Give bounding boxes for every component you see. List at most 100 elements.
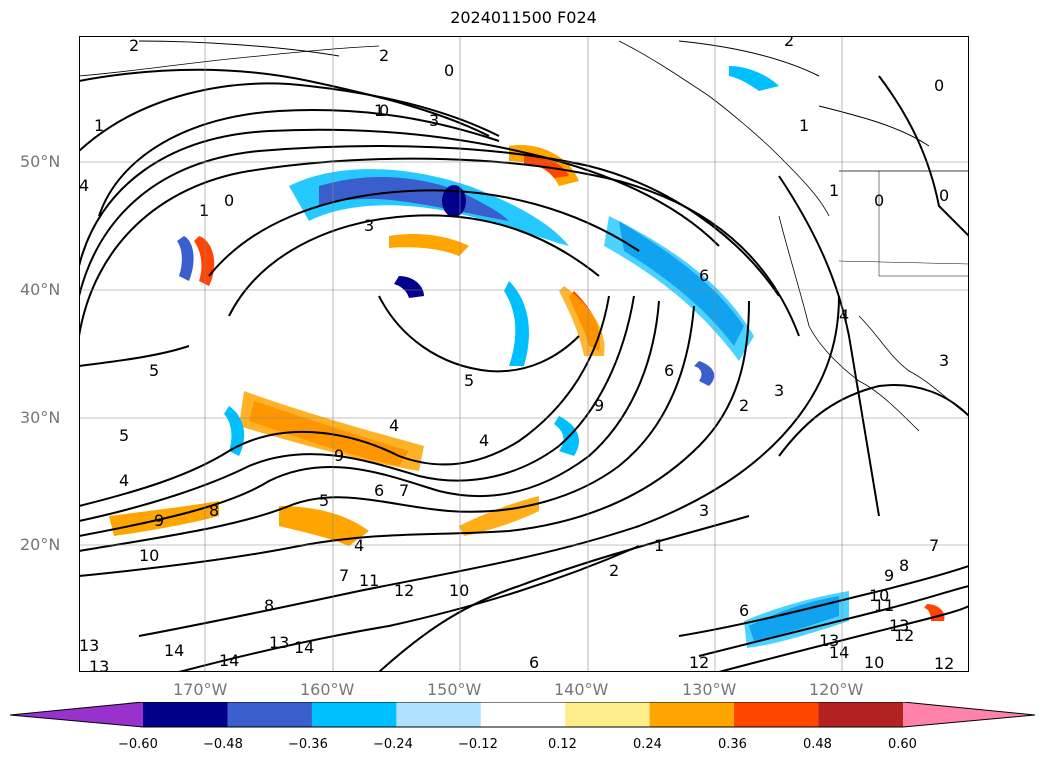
contour-label: 12 [394,581,414,600]
contour-label: 7 [399,481,409,500]
contour-label: 0 [874,191,884,210]
colorbar-segment [480,702,566,727]
contour-label: 1 [654,536,664,555]
contour-label: 5 [319,491,329,510]
contour-label: 4 [79,176,89,195]
contour-label: 4 [354,536,364,555]
contour-label: 9 [884,566,894,585]
contour-label: 12 [934,654,954,672]
lon-label: 150°W [427,680,482,699]
contour-label: 2 [379,46,389,65]
contour-label: 4 [119,471,129,490]
colorbar-tick-label: −0.48 [203,737,243,752]
lat-label: 40°N [20,280,61,299]
contour-label: 5 [119,426,129,445]
lat-label: 20°N [20,535,61,554]
colorbar-tick-label: −0.36 [288,737,328,752]
contour-label: 7 [929,536,939,555]
thin-contours [138,40,930,147]
contour-label: 4 [479,431,489,450]
contour-label: 4 [839,306,849,325]
colorbar-tick-label: −0.12 [458,737,498,752]
contour-label: 6 [374,481,384,500]
colorbar-tick-label: 0.24 [633,737,662,752]
contour-lines [79,68,969,672]
contour-label: 13 [889,616,909,635]
lon-label: 170°W [173,680,228,699]
lon-label: 130°W [682,680,737,699]
colorbar-segment [311,702,397,727]
contour-label: 6 [739,601,749,620]
lon-label: 140°W [554,680,609,699]
contour-label: 2 [739,396,749,415]
contour-label: 0 [224,191,234,210]
contour-label: 8 [899,556,909,575]
contour-label: 13 [89,657,109,672]
contour-label: 10 [449,581,469,600]
contour-label: 12 [894,626,914,645]
contour-label: 3 [429,111,439,130]
contour-label: 11 [874,596,894,615]
contour-label: 0 [939,186,949,205]
colorbar-tick-label: 0.36 [718,737,747,752]
contour-label: 6 [664,361,674,380]
contour-label: 3 [364,216,374,235]
contour-label: 9 [334,446,344,465]
contour-label: 13 [819,631,839,650]
lat-label: 50°N [20,152,61,171]
contour-label: 2 [784,36,794,50]
contour-label: 1 [374,101,384,120]
colorbar-extend-low [10,702,143,727]
contour-label: 14 [829,643,849,662]
contour-label: 14 [219,651,239,670]
contour-label: 2 [129,36,139,55]
contour-label: 1 [94,116,104,135]
contour-label: 10 [139,546,159,565]
colorbar-tick-label: −0.60 [118,737,158,752]
colorbar-segment [818,702,904,727]
contour-label: 0 [379,101,389,120]
contour-label: 0 [444,61,454,80]
contour-label: 3 [699,501,709,520]
contour-label: 1 [829,181,839,200]
map-canvas: 2 2 0 1 1 0 3 1 2 0 3 1 0 1 0 0 4 3 6 6 … [79,36,969,672]
colorbar-tick-label: −0.24 [373,737,413,752]
colorbar-extend-high [903,702,1035,727]
coastlines [79,40,969,432]
lat-label: 30°N [20,408,61,427]
colorbar [10,702,1036,728]
colorbar-segment [649,702,735,727]
contour-label: 6 [529,653,539,672]
lon-label: 120°W [809,680,864,699]
contour-label: 8 [209,501,219,520]
contour-label: 7 [339,566,349,585]
lon-label: 160°W [300,680,355,699]
map-plot-area: 2 2 0 1 1 0 3 1 2 0 3 1 0 1 0 0 4 3 6 6 … [79,36,969,672]
contour-label: 5 [464,371,474,390]
contour-label: 13 [269,633,289,652]
colorbar-segment [143,702,228,727]
colorbar-segment [565,702,651,727]
contour-label: 6 [699,266,709,285]
contour-label: 3 [939,351,949,370]
contour-label: 14 [294,638,314,657]
contour-label: 3 [774,381,784,400]
graticule [79,36,969,672]
colorbar-segment [227,702,313,727]
colorbar-segment [734,702,820,727]
contour-label: 10 [869,586,889,605]
contour-label: 11 [359,571,379,590]
contour-label: 9 [154,511,164,530]
contour-label: 14 [164,641,184,660]
colorbar-tick-label: 0.12 [548,737,577,752]
contour-label: 13 [79,636,99,655]
contour-label: 5 [149,361,159,380]
colorbar-tick-label: 0.48 [803,737,832,752]
colorbar-tick-label: 0.60 [888,737,917,752]
contour-label: 1 [199,201,209,220]
contour-label: 2 [609,561,619,580]
contour-label: 9 [594,396,604,415]
contour-label: 4 [389,416,399,435]
contour-label: 1 [799,116,809,135]
contour-label: 10 [864,653,884,672]
